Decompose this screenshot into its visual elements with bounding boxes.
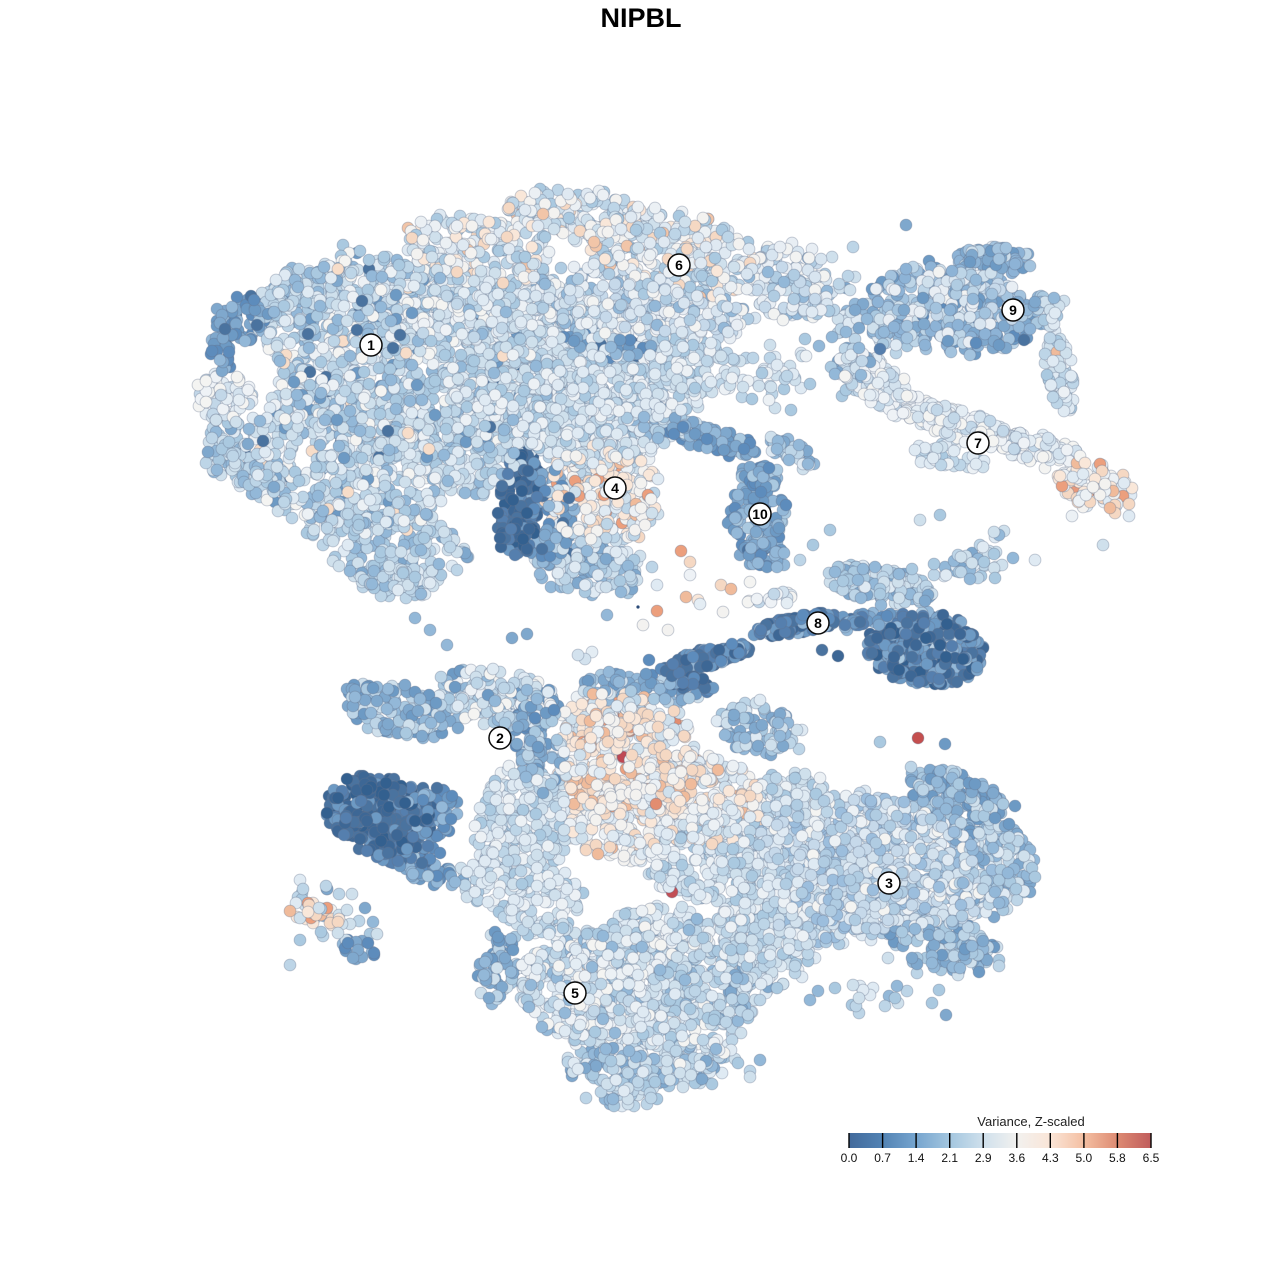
svg-text:NIPBL: NIPBL — [601, 3, 682, 33]
